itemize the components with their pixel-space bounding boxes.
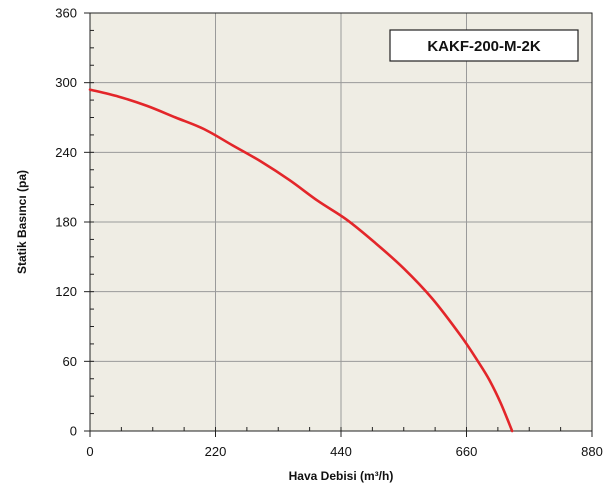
- grid-lines: [90, 13, 592, 431]
- y-tick-label: 300: [55, 75, 77, 90]
- legend-box: [389, 29, 579, 62]
- y-axis-label: Statik Basıncı (pa): [15, 170, 29, 274]
- x-tick-label: 220: [205, 444, 227, 459]
- y-tick-label: 360: [55, 6, 77, 21]
- series-layer: [88, 88, 514, 433]
- x-tick-label: 0: [86, 444, 93, 459]
- y-axis-ticks: 0 60 120 180 240 300 360: [55, 6, 90, 439]
- y-tick-label: 120: [55, 284, 77, 299]
- legend-series-label: KAKF-200-M-2K: [427, 38, 541, 55]
- y-tick-label: 60: [63, 354, 77, 369]
- x-axis-ticks: 0 220 440 660 880: [86, 431, 603, 459]
- x-tick-label: 880: [581, 444, 603, 459]
- x-tick-label: 440: [330, 444, 352, 459]
- x-axis-label: Hava Debisi (m³/h): [289, 469, 394, 483]
- legend: KAKF-200-M-2K: [389, 29, 579, 62]
- x-tick-label: 660: [456, 444, 478, 459]
- series-line-kakf-200-m-2k: [88, 88, 514, 433]
- y-tick-label: 240: [55, 145, 77, 160]
- y-tick-label: 0: [70, 424, 77, 439]
- y-tick-label: 180: [55, 215, 77, 230]
